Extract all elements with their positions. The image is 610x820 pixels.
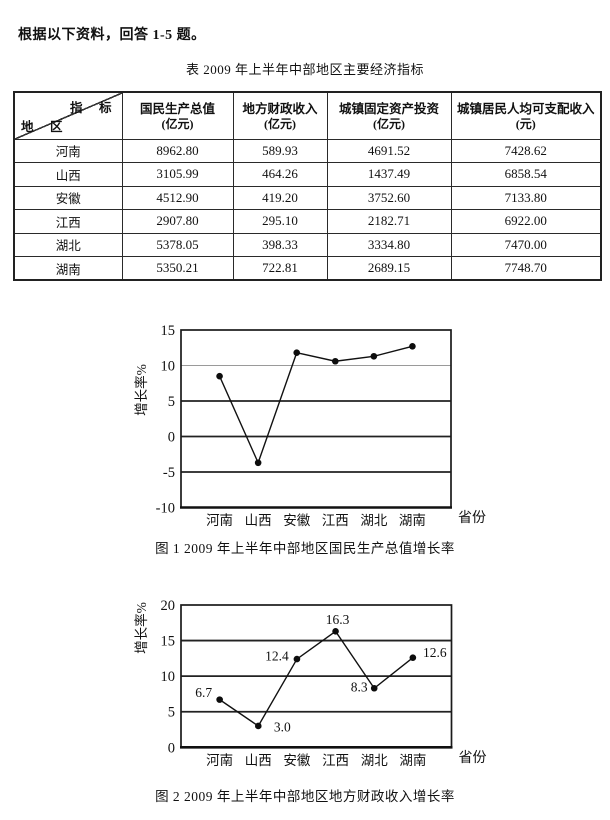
- region-cell: 湖南: [13, 256, 123, 281]
- value-cell: 2689.15: [326, 256, 452, 281]
- value-cell: 398.33: [232, 232, 328, 257]
- value-cell: 464.26: [232, 162, 328, 187]
- region-cell: 湖北: [13, 232, 123, 257]
- corner-label-indicator: 指 标: [69, 101, 114, 115]
- y-tick-label: 5: [168, 394, 175, 410]
- region-cell: 山西: [13, 162, 123, 187]
- table-row: 安徽 4512.90 419.20 3752.60 7133.80: [13, 185, 602, 210]
- value-cell: 2182.71: [326, 209, 452, 234]
- value-cell: 7133.80: [450, 185, 602, 210]
- figure1-caption: 图 1 2009 年上半年中部地区国民生产总值增长率: [155, 541, 455, 556]
- data-point-label: 3.0: [274, 719, 291, 734]
- value-cell: 7470.00: [450, 232, 602, 257]
- value-cell: 589.93: [232, 138, 328, 163]
- value-cell: 8962.80: [121, 138, 234, 163]
- x-category-label: 安徽: [283, 513, 310, 528]
- value-cell: 6858.54: [450, 162, 602, 187]
- table-row: 湖南 5350.21 722.81 2689.15 7748.70: [13, 256, 602, 281]
- data-point: [332, 628, 339, 635]
- data-point-label: 6.7: [195, 685, 212, 700]
- data-point-label: 16.3: [326, 612, 350, 627]
- figure2-fiscal-growth-chart: 20 15 10 5 0 增长率% 6.7 3.0 12.4 16.3 8.3 12.6 河南 山西 安徽江…: [133, 598, 487, 768]
- region-cell: 安徽: [13, 185, 123, 210]
- value-cell: 4512.90: [121, 185, 234, 210]
- y-axis-label: 增长率%: [133, 602, 149, 654]
- table-row: 江西 2907.80 295.10 2182.71 6922.00: [13, 209, 602, 234]
- region-cell: 河南: [13, 138, 123, 163]
- value-cell: 3105.99: [121, 162, 234, 187]
- data-point: [370, 684, 378, 692]
- y-tick-label: 10: [161, 669, 176, 685]
- page-heading: 根据以下资料，回答 1-5 题。: [18, 28, 206, 43]
- value-cell: 1437.49: [326, 162, 452, 187]
- data-point: [409, 343, 416, 350]
- column-header-disposable-income: 城镇居民人均可支配收入 (元): [450, 91, 602, 140]
- value-cell: 7748.70: [450, 256, 602, 281]
- y-tick-label: 10: [161, 359, 176, 375]
- y-tick-label: -5: [163, 465, 175, 481]
- value-cell: 419.20: [232, 185, 328, 210]
- column-header-fiscal-revenue: 地方财政收入 (亿元): [232, 91, 328, 140]
- value-cell: 7428.62: [450, 138, 602, 163]
- x-category-label: 山西: [245, 753, 272, 768]
- data-point-label: 8.3: [351, 680, 368, 695]
- x-category-label: 河南: [206, 513, 233, 528]
- value-cell: 3752.60: [326, 185, 452, 210]
- y-axis-label: 增长率%: [133, 364, 149, 416]
- x-category-label: 湖北: [360, 513, 387, 528]
- y-tick-label: 0: [168, 740, 175, 756]
- region-cell: 江西: [13, 209, 123, 234]
- data-point: [216, 372, 223, 380]
- data-line: [218, 345, 413, 465]
- table-header-row: 指 标 地 区 国民生产总值 (亿元) 地方财政收入 (亿元) 城镇固定资产投资…: [13, 91, 602, 140]
- data-point: [216, 696, 223, 703]
- column-header-gdp: 国民生产总值 (亿元): [121, 91, 234, 140]
- value-cell: 6922.00: [450, 209, 602, 234]
- x-category-label: 湖南: [399, 753, 426, 768]
- data-point: [331, 357, 339, 365]
- economic-indicators-table: 指 标 地 区 国民生产总值 (亿元) 地方财政收入 (亿元) 城镇固定资产投资…: [13, 91, 602, 281]
- table-row: 湖北 5378.05 398.33 3334.80 7470.00: [13, 232, 602, 257]
- table-row: 山西 3105.99 464.26 1437.49 6858.54: [13, 162, 602, 187]
- value-cell: 5350.21: [121, 256, 234, 281]
- data-point: [370, 352, 378, 360]
- data-point: [293, 655, 301, 663]
- data-point: [254, 459, 262, 467]
- table-title: 表 2009 年上半年中部地区主要经济指标: [185, 62, 424, 77]
- x-category-label: 河南: [206, 753, 233, 768]
- table-row: 河南 8962.80 589.93 4691.52 7428.62: [13, 138, 602, 163]
- value-cell: 295.10: [232, 209, 328, 234]
- data-point: [409, 654, 417, 661]
- value-cell: 5378.05: [121, 232, 234, 257]
- y-tick-label: 15: [161, 634, 176, 650]
- figure1-gdp-growth-chart: 15 10 5 0 -5 -10 增长率% 河南 山西 安徽 江西 湖北 湖南 省份: [133, 323, 486, 528]
- y-tick-label: 20: [161, 598, 176, 614]
- x-category-label: 安徽: [283, 753, 310, 768]
- data-point-label: 12.4: [265, 649, 289, 664]
- data-point: [293, 349, 301, 357]
- x-category-label: 江西: [322, 513, 349, 528]
- corner-label-region: 地 区: [21, 119, 65, 134]
- value-cell: 2907.80: [121, 209, 234, 234]
- column-header-fixed-investment: 城镇固定资产投资 (亿元): [326, 91, 452, 140]
- data-line: [219, 630, 414, 727]
- y-tick-label: 15: [161, 323, 176, 339]
- value-cell: 3334.80: [326, 232, 452, 257]
- x-axis-label: 省份: [459, 750, 487, 766]
- value-cell: 4691.52: [326, 138, 452, 163]
- figure2-caption: 图 2 2009 年上半年中部地区地方财政收入增长率: [155, 789, 455, 804]
- x-category-label: 江西: [322, 753, 349, 768]
- data-point: [254, 722, 262, 730]
- y-tick-label: -10: [156, 501, 175, 517]
- data-point-label: 12.6: [423, 645, 447, 660]
- value-cell: 722.81: [232, 256, 328, 281]
- x-category-label: 山西: [245, 513, 272, 528]
- x-category-label: 湖北: [361, 753, 388, 768]
- x-category-label: 湖南: [399, 513, 426, 528]
- table-corner-cell: 指 标 地 区: [13, 91, 123, 140]
- x-axis-label: 省份: [458, 510, 486, 526]
- y-tick-label: 0: [168, 430, 175, 446]
- y-tick-label: 5: [168, 705, 175, 721]
